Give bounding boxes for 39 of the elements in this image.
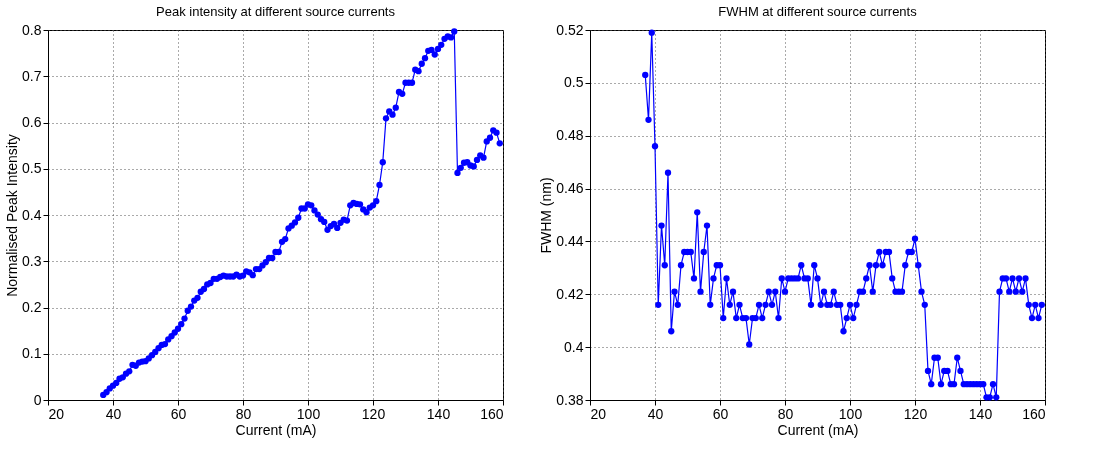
y-tick-label: 0.2 bbox=[22, 299, 42, 315]
y-tick-label: 0.4 bbox=[564, 338, 584, 355]
y-axis-title: FWHM (nm) bbox=[538, 177, 555, 254]
x-tick-label: 80 bbox=[777, 405, 794, 422]
x-tick-label: 40 bbox=[647, 405, 664, 422]
y-tick-label: 0.7 bbox=[22, 67, 42, 84]
y-tick-label: 0.3 bbox=[22, 252, 42, 269]
x-tick-label: 20 bbox=[590, 405, 607, 422]
y-tick-label: 0.6 bbox=[22, 114, 42, 130]
x-tick-label: 120 bbox=[903, 405, 928, 422]
x-tick-label: 60 bbox=[712, 405, 729, 422]
x-tick-label: 160 bbox=[480, 405, 504, 422]
y-tick-label: 0.5 bbox=[564, 74, 584, 91]
y-tick-label: 0.8 bbox=[22, 21, 42, 38]
x-tick-label: 60 bbox=[170, 405, 187, 422]
y-tick-label: 0.46 bbox=[556, 180, 584, 197]
x-tick-label: 20 bbox=[48, 405, 65, 422]
chart-title: FWHM at different source currents bbox=[718, 4, 918, 19]
y-tick-label: 0.52 bbox=[556, 21, 584, 38]
x-tick-label: 140 bbox=[426, 405, 451, 422]
x-axis-title: Current (mA) bbox=[235, 421, 317, 438]
y-tick-label: 0 bbox=[33, 391, 42, 408]
y-tick-label: 0.42 bbox=[556, 285, 584, 302]
x-tick-label: 80 bbox=[235, 405, 252, 422]
x-tick-label: 120 bbox=[361, 405, 386, 422]
y-tick-label: 0.38 bbox=[556, 391, 584, 408]
y-tick-label: 0.1 bbox=[22, 345, 42, 362]
x-axis-title: Current (mA) bbox=[777, 421, 859, 438]
y-tick-label: 0.5 bbox=[22, 160, 42, 177]
y-tick-label: 0.44 bbox=[556, 232, 584, 249]
chart-title: Peak intensity at different source currents bbox=[156, 4, 396, 19]
x-tick-label: 40 bbox=[105, 405, 122, 422]
y-tick-label: 0.48 bbox=[556, 127, 584, 144]
x-tick-label: 140 bbox=[968, 405, 993, 422]
x-tick-label: 100 bbox=[296, 405, 321, 422]
y-tick-label: 0.4 bbox=[22, 206, 42, 223]
x-tick-label: 160 bbox=[1022, 405, 1046, 422]
x-tick-label: 100 bbox=[838, 405, 863, 422]
y-axis-title: Normalised Peak Intensity bbox=[4, 134, 21, 297]
